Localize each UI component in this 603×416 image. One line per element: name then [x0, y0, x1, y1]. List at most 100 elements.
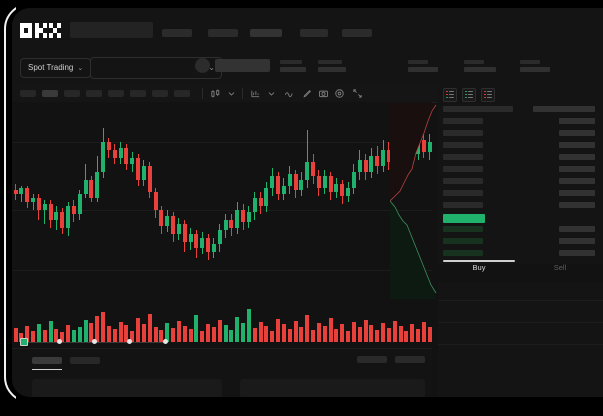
candle-body	[305, 162, 310, 180]
candle-body	[281, 186, 286, 194]
orderbook-row-price[interactable]	[443, 166, 483, 172]
candle-body	[13, 190, 18, 194]
nav-item-5[interactable]	[342, 29, 372, 37]
timeframe-6[interactable]	[130, 90, 146, 97]
volume-bar	[299, 327, 304, 342]
slider-step-2[interactable]	[57, 339, 62, 344]
candle-body	[176, 224, 181, 234]
orderbook-current-price[interactable]	[443, 214, 485, 223]
slider-step-4[interactable]	[127, 339, 132, 344]
candle-body	[375, 156, 380, 166]
search-input[interactable]	[70, 22, 153, 38]
orderbook-row-price[interactable]	[443, 154, 483, 160]
volume-bar	[316, 323, 321, 342]
slider-step-5[interactable]	[163, 339, 168, 344]
volume-bar	[130, 331, 135, 342]
candle-body	[206, 238, 210, 252]
ticker-stat-5	[520, 60, 550, 72]
orderbook-row-amount[interactable]	[559, 154, 595, 160]
orderbook-row-amount[interactable]	[559, 166, 595, 172]
orderbook-row-amount[interactable]	[559, 178, 595, 184]
fullscreen-icon[interactable]	[352, 88, 363, 99]
timeframe-7[interactable]	[152, 90, 168, 97]
candle-body	[293, 174, 298, 190]
tab-buy[interactable]: Buy	[472, 263, 486, 272]
okx-logo[interactable]	[20, 23, 62, 38]
pencil-icon[interactable]	[302, 88, 313, 99]
orderbook-row-amount[interactable]	[559, 238, 595, 244]
panel-box-1[interactable]	[32, 379, 222, 397]
orderbook-view-asks-icon[interactable]	[481, 88, 495, 102]
candle-body	[141, 166, 146, 180]
candle-body	[211, 244, 216, 252]
orderbook-row-price[interactable]	[443, 250, 483, 256]
orderbook-row-price[interactable]	[443, 190, 483, 196]
bottom-tab-1[interactable]	[32, 357, 62, 364]
orderbook-row-amount[interactable]	[559, 190, 595, 196]
device-frame: Spot Trading ⌄ ⌄	[4, 3, 603, 403]
nav-item-1[interactable]	[162, 29, 192, 37]
orderbook-row-amount[interactable]	[559, 202, 595, 208]
volume-bar	[421, 322, 426, 342]
line-tool-icon[interactable]	[284, 88, 295, 99]
market-type-select[interactable]: Spot Trading ⌄	[20, 58, 92, 78]
nav-item-3[interactable]	[250, 29, 282, 37]
orderbook-row-price[interactable]	[443, 130, 483, 136]
camera-icon[interactable]	[318, 88, 329, 99]
candle-body	[316, 176, 321, 188]
orderbook-row-price[interactable]	[443, 226, 483, 232]
panel-action-2[interactable]	[395, 356, 425, 363]
orderbook-row-amount[interactable]	[559, 142, 595, 148]
orderbook-row-amount[interactable]	[559, 226, 595, 232]
volume-bar	[223, 325, 228, 342]
bottom-tab-2[interactable]	[70, 357, 100, 364]
nav-item-2[interactable]	[208, 29, 238, 37]
timeframe-1[interactable]	[20, 90, 36, 97]
candle-body	[83, 180, 88, 194]
indicator-icon[interactable]	[250, 88, 261, 99]
candle-body	[340, 184, 345, 196]
orderbook-row-amount[interactable]	[559, 118, 595, 124]
orderbook-view-bids-icon[interactable]	[462, 88, 476, 102]
candle-body	[101, 142, 105, 172]
timeframe-5[interactable]	[108, 90, 124, 97]
settings-icon[interactable]	[334, 88, 345, 99]
volume-bar	[141, 324, 146, 342]
orderbook-row-amount[interactable]	[559, 250, 595, 256]
nav-item-4[interactable]	[300, 29, 328, 37]
tab-sell[interactable]: Sell	[553, 263, 567, 272]
chevron-down-icon[interactable]	[226, 88, 237, 99]
chevron-down-icon[interactable]	[266, 88, 277, 99]
orderbook-row-price[interactable]	[443, 202, 483, 208]
candle-body	[334, 184, 339, 192]
timeframe-3[interactable]	[64, 90, 80, 97]
amount-slider[interactable]	[20, 338, 170, 346]
candle-body	[346, 188, 350, 196]
volume-bar	[264, 326, 269, 342]
candle-body	[276, 176, 280, 194]
panel-box-2[interactable]	[240, 379, 425, 397]
orderbook-row-price[interactable]	[443, 142, 483, 148]
order-book[interactable]	[438, 84, 603, 264]
orderbook-row-price[interactable]	[443, 106, 513, 112]
timeframe-2[interactable]	[42, 90, 58, 97]
slider-step-3[interactable]	[92, 339, 97, 344]
orderbook-row-price[interactable]	[443, 238, 483, 244]
orderbook-row-price[interactable]	[443, 178, 483, 184]
panel-action-1[interactable]	[357, 356, 387, 363]
timeframe-4[interactable]	[86, 90, 102, 97]
timeframe-8[interactable]	[174, 90, 190, 97]
candlestick-icon[interactable]	[210, 88, 221, 99]
slider-handle[interactable]	[20, 338, 28, 346]
candlestick-series	[12, 102, 432, 302]
price-chart[interactable]	[12, 102, 432, 348]
ticker-stat-2	[318, 60, 346, 72]
orderbook-view-both-icon[interactable]	[443, 88, 457, 102]
candle-body	[31, 198, 35, 202]
candle-body	[351, 172, 356, 188]
candle-body	[60, 212, 65, 228]
orderbook-row-amount[interactable]	[559, 130, 595, 136]
volume-bar	[398, 326, 403, 342]
orderbook-row-price[interactable]	[443, 118, 483, 124]
orderbook-row-amount[interactable]	[533, 106, 595, 112]
